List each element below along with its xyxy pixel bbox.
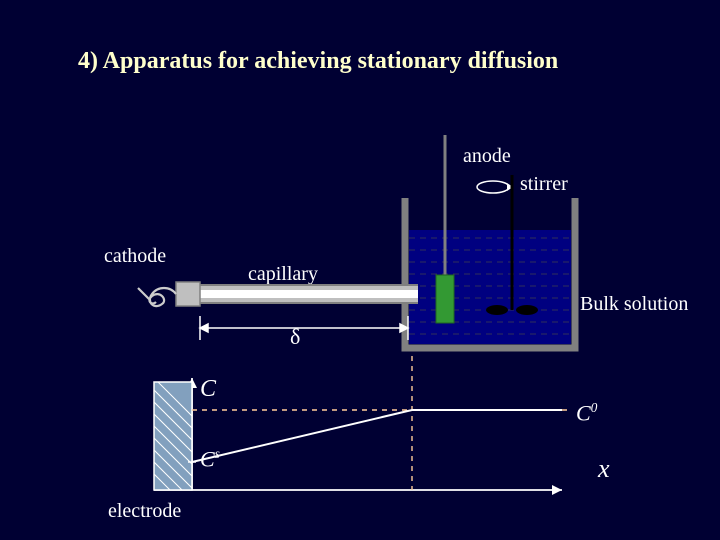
- diagram-svg: [0, 0, 720, 540]
- cathode: [138, 282, 200, 306]
- anode: [436, 135, 454, 323]
- capillary: [198, 285, 418, 303]
- delta-extent: [200, 316, 408, 340]
- vessel: [405, 198, 575, 348]
- concentration-graph: [144, 356, 570, 522]
